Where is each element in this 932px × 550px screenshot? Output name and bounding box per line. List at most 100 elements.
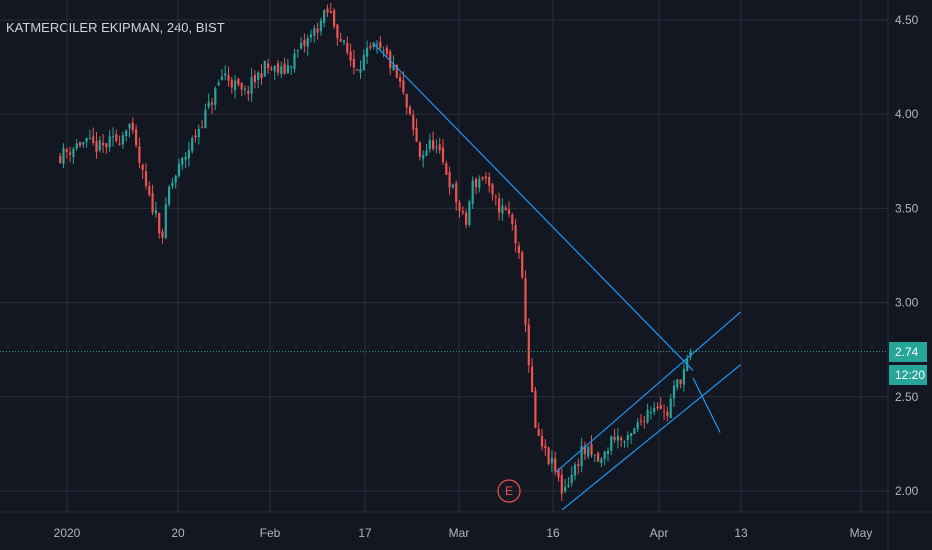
candle-body [329, 11, 332, 13]
earnings-circle[interactable] [497, 479, 521, 503]
candle-body [158, 212, 161, 234]
candle-body [128, 124, 131, 129]
trendlines[interactable] [373, 44, 741, 511]
chart-title: KATMERCILER EKIPMAN, 240, BIST [6, 20, 225, 35]
candle-body [267, 63, 270, 69]
candle-body [102, 142, 105, 146]
candle-body [181, 157, 184, 165]
candle-body [154, 210, 157, 214]
candle-body [177, 164, 181, 176]
candle-body [682, 368, 685, 385]
candle-body [620, 437, 623, 441]
candle-body [432, 140, 435, 149]
candle-body [342, 40, 346, 43]
candle-body [144, 171, 148, 187]
candle-body [105, 143, 108, 148]
chart-grid [0, 0, 888, 512]
candle-body [616, 435, 619, 441]
candle-body [118, 143, 121, 145]
price-axis-area[interactable] [888, 0, 932, 512]
candle-body [194, 135, 197, 138]
candle-body [237, 79, 240, 85]
time-tick-label: 13 [734, 526, 748, 540]
candle-body [418, 142, 421, 157]
candle-body [415, 127, 418, 142]
time-tick-label: Apr [650, 526, 669, 540]
candle-body [151, 192, 154, 213]
candle-body [445, 163, 448, 175]
candle-body [389, 51, 392, 68]
candle-body [98, 140, 101, 151]
candle-body [283, 63, 286, 74]
candle-body [111, 136, 115, 138]
candle-body [78, 141, 82, 146]
candle-body [408, 106, 412, 114]
candle-body [333, 10, 336, 27]
candle-body [125, 130, 128, 137]
candle-body [336, 24, 339, 39]
time-tick-label: 16 [546, 526, 560, 540]
candle-body [653, 407, 656, 412]
candle-body [451, 184, 454, 188]
candle-body [306, 38, 309, 47]
candle-body [504, 207, 507, 211]
candle-body [201, 127, 204, 129]
trendline [373, 44, 694, 371]
candle-body [630, 433, 633, 437]
candle-body [385, 47, 388, 54]
candle-body [339, 38, 342, 42]
candle-body [643, 421, 646, 423]
earnings-marker[interactable]: E [497, 479, 521, 503]
candle-body [557, 470, 560, 478]
candle-body [191, 137, 194, 152]
candle-body [610, 436, 613, 451]
time-tick-label: 2020 [54, 526, 81, 540]
candle-body [197, 128, 200, 138]
candle-body [514, 225, 517, 244]
candle-body [521, 252, 524, 278]
candle-body [286, 65, 289, 73]
time-tick-label: 17 [358, 526, 372, 540]
candle-body [135, 129, 138, 146]
candle-body [570, 474, 573, 484]
candle-body [481, 177, 484, 180]
candle-body [164, 204, 167, 238]
candle-body [204, 109, 207, 129]
candle-body [461, 211, 464, 213]
candle-body [300, 42, 303, 49]
candle-body [656, 406, 659, 408]
candle-body [402, 80, 405, 93]
candle-body [435, 146, 438, 148]
candle-body [171, 182, 174, 187]
candle-body [554, 458, 557, 472]
price-axis-labels: 4.50 4.00 3.50 3.00 2.50 2.00 [895, 13, 919, 498]
candle-body [517, 245, 520, 254]
candle-body [141, 164, 144, 170]
candle-body [425, 150, 428, 156]
candle-body [471, 180, 474, 204]
candle-body [62, 148, 65, 164]
candle-body [587, 446, 590, 457]
candle-body [422, 154, 425, 159]
candle-body [168, 187, 171, 205]
candle-body [257, 72, 260, 81]
candle-body [590, 444, 593, 455]
candle-body [649, 411, 652, 413]
candle-body [669, 398, 672, 419]
candle-body [356, 69, 359, 71]
price-tick-label: 4.00 [895, 107, 919, 121]
candle-body [597, 453, 600, 462]
time-tick-label: May [850, 526, 873, 540]
candle-body [280, 66, 283, 74]
candle-body [316, 28, 319, 33]
candle-body [507, 209, 511, 214]
candle-body [458, 202, 461, 211]
candle-body [88, 138, 91, 140]
candle-body [405, 93, 408, 108]
candle-body [478, 178, 481, 189]
candle-body [544, 445, 547, 449]
candle-body [593, 454, 596, 456]
candle-body [583, 445, 586, 455]
candle-body [174, 175, 177, 183]
